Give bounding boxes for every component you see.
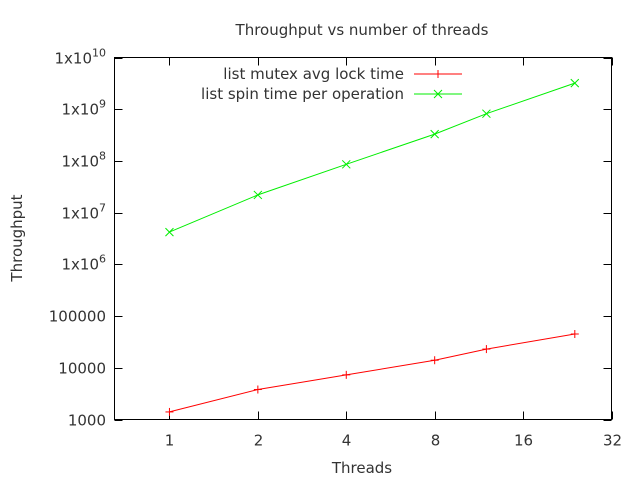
series-layer [165,78,580,416]
y-tick-label-base: 1x10 [61,256,99,274]
legend: list mutex avg lock time list spin time p… [201,65,462,103]
y-tick-label-exponent: 6 [99,253,106,266]
data-point [434,70,442,78]
y-tick-label-base: 1x10 [61,205,99,223]
plot-frame [114,57,612,420]
series-1 [165,78,580,237]
data-point [430,356,439,365]
y-tick-label-exponent: 9 [99,98,106,111]
data-point [165,227,174,237]
data-point-d2 [570,78,580,88]
legend-label: list spin time per operation [201,85,404,103]
data-point-d2 [482,109,491,119]
x-axis-ticks: 1 2 4 8 16 32 [165,57,622,450]
x-tick-label: 1 [165,432,175,450]
data-point-d2 [253,190,263,200]
series-line [169,333,575,413]
y-tick-label: 1x106 [61,253,106,274]
data-point [482,345,491,354]
y-tick-label: 1x1010 [54,47,106,68]
data-point-d2 [430,129,440,139]
y-axis-label: Throughput [8,194,26,282]
y-tick-label-base: 10000 [58,360,106,378]
data-point [430,129,440,139]
y-axis-ticks: 1000100001000001x1061x1071x1081x1091x101… [49,47,612,430]
data-point [253,190,263,200]
y-tick-label: 1000 [68,412,106,430]
x-tick-label: 4 [342,432,352,450]
y-tick-label: 100000 [49,308,106,326]
data-point [253,385,262,394]
x-tick-label: 16 [514,432,533,450]
x-tick-label: 8 [431,432,441,450]
y-tick-label-exponent: 8 [99,150,106,163]
series-line [169,82,575,233]
data-point [570,330,579,339]
y-tick-label-exponent: 7 [99,202,106,215]
y-tick-label-exponent: 10 [92,47,106,60]
chart-title: Throughput vs number of threads [235,21,489,39]
y-tick-label-base: 100000 [49,308,106,326]
legend-label: list mutex avg lock time [223,65,404,83]
data-point [342,370,351,379]
data-point [433,89,443,99]
data-point [341,159,351,169]
y-tick-label-base: 1000 [68,412,106,430]
data-point-d2 [165,227,174,237]
x-tick-label: 2 [254,432,264,450]
series-0 [165,330,579,416]
y-tick-label: 1x109 [61,98,106,119]
y-tick-label: 1x107 [61,202,106,223]
y-tick-label-base: 1x10 [61,101,99,119]
y-tick-label: 1x108 [61,150,106,171]
x-axis-label: Threads [331,459,392,477]
data-point [570,78,580,88]
data-point [165,407,174,416]
y-tick-label-base: 1x10 [54,50,92,68]
x-tick-label: 32 [603,432,622,450]
y-tick-label: 10000 [58,360,106,378]
data-point-d2 [433,89,443,99]
y-tick-label-base: 1x10 [61,153,99,171]
data-point-d2 [341,159,351,169]
data-point [482,109,491,119]
